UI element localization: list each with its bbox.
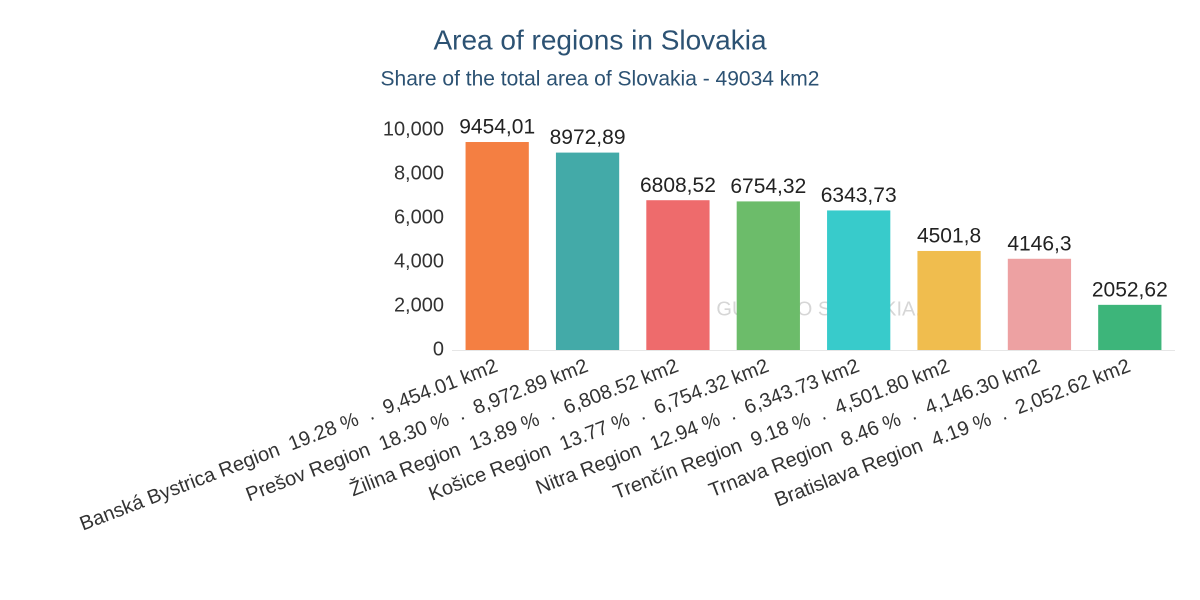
bar [1007,258,1072,350]
bar [1098,304,1162,350]
value-label: 9454,01 [459,116,535,139]
y-tick-label: 4,000 [394,250,444,272]
chart-title: Area of regions in Slovakia [433,24,767,55]
value-label: 8972,89 [550,126,626,149]
bar [555,152,620,350]
value-label: 4501,8 [917,225,981,248]
bar [465,142,529,350]
value-label: 6343,73 [821,184,897,207]
bar [736,201,800,350]
y-tick-label: 8,000 [394,162,444,184]
bar [827,210,891,350]
y-tick-label: 0 [433,338,444,360]
y-tick-label: 2,000 [394,294,444,316]
bar [646,200,710,350]
y-tick-label: 6,000 [394,206,444,228]
y-tick-label: 10,000 [383,118,444,140]
chart-subtitle: Share of the total area of Slovakia - 49… [381,68,820,91]
value-label: 2052,62 [1092,278,1168,301]
value-label: 6754,32 [730,175,806,198]
value-label: 6808,52 [640,174,716,197]
bar [917,250,981,350]
value-label: 4146,3 [1007,232,1071,255]
